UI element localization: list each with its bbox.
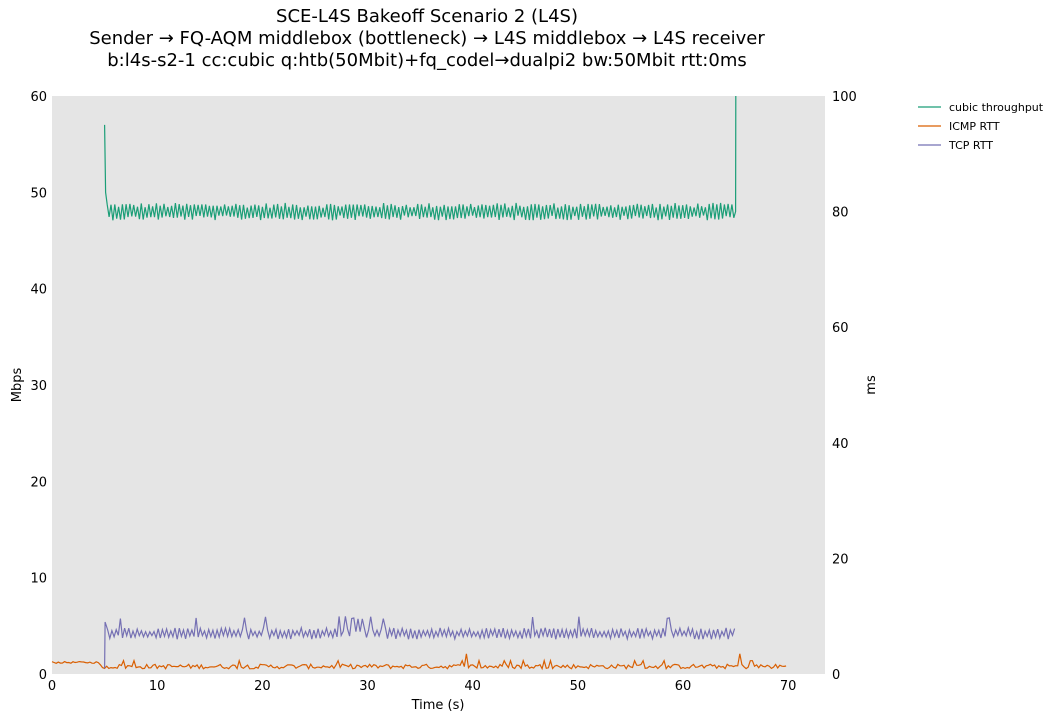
right-y-tick-label: 60 [832, 321, 849, 336]
right-y-axis-label: ms [864, 375, 879, 395]
x-tick-label: 30 [359, 679, 376, 694]
left-y-tick-label: 10 [30, 572, 47, 587]
series-layer [51, 95, 787, 671]
left-y-axis-label: Mbps [10, 368, 25, 403]
x-tick-label: 0 [48, 679, 56, 694]
right-y-tick-label: 100 [832, 90, 857, 105]
chart-title-line-3: b:l4s-s2-1 cc:cubic q:htb(50Mbit)+fq_cod… [107, 50, 747, 71]
right-y-axis-ticks: 0 20 40 60 80 100 [832, 90, 857, 683]
x-tick-label: 40 [464, 679, 481, 694]
legend: cubic throughput ICMP RTT TCP RTT [918, 101, 1044, 152]
x-tick-label: 10 [149, 679, 166, 694]
series-line-2 [104, 616, 736, 669]
x-tick-label: 20 [254, 679, 271, 694]
left-y-tick-label: 40 [30, 283, 47, 298]
right-y-tick-label: 20 [832, 552, 849, 567]
x-tick-label: 60 [675, 679, 692, 694]
left-y-tick-label: 50 [30, 186, 47, 201]
right-y-tick-label: 0 [832, 668, 840, 683]
left-y-tick-label: 60 [30, 90, 47, 105]
legend-label: TCP RTT [948, 139, 993, 152]
left-y-axis-ticks: 0 10 20 30 40 50 60 [30, 90, 47, 683]
x-axis-ticks: 0 10 20 30 40 50 60 70 [48, 679, 797, 694]
left-y-tick-label: 0 [39, 668, 47, 683]
chart-title-line-1: SCE-L4S Bakeoff Scenario 2 (L4S) [276, 6, 578, 27]
series-line-1 [51, 653, 787, 671]
chart-title: SCE-L4S Bakeoff Scenario 2 (L4S) Sender … [0, 6, 854, 72]
x-axis-label: Time (s) [411, 698, 465, 713]
left-y-tick-label: 20 [30, 475, 47, 490]
right-y-tick-label: 40 [832, 437, 849, 452]
plot-area [52, 96, 825, 674]
left-y-tick-label: 30 [30, 379, 47, 394]
chart-title-line-2: Sender → FQ-AQM middlebox (bottleneck) →… [89, 28, 765, 49]
legend-label: ICMP RTT [949, 120, 1000, 133]
right-y-tick-label: 80 [832, 206, 849, 221]
x-tick-label: 70 [780, 679, 797, 694]
x-tick-label: 50 [570, 679, 587, 694]
series-line-0 [104, 95, 737, 221]
legend-label: cubic throughput [949, 101, 1044, 114]
